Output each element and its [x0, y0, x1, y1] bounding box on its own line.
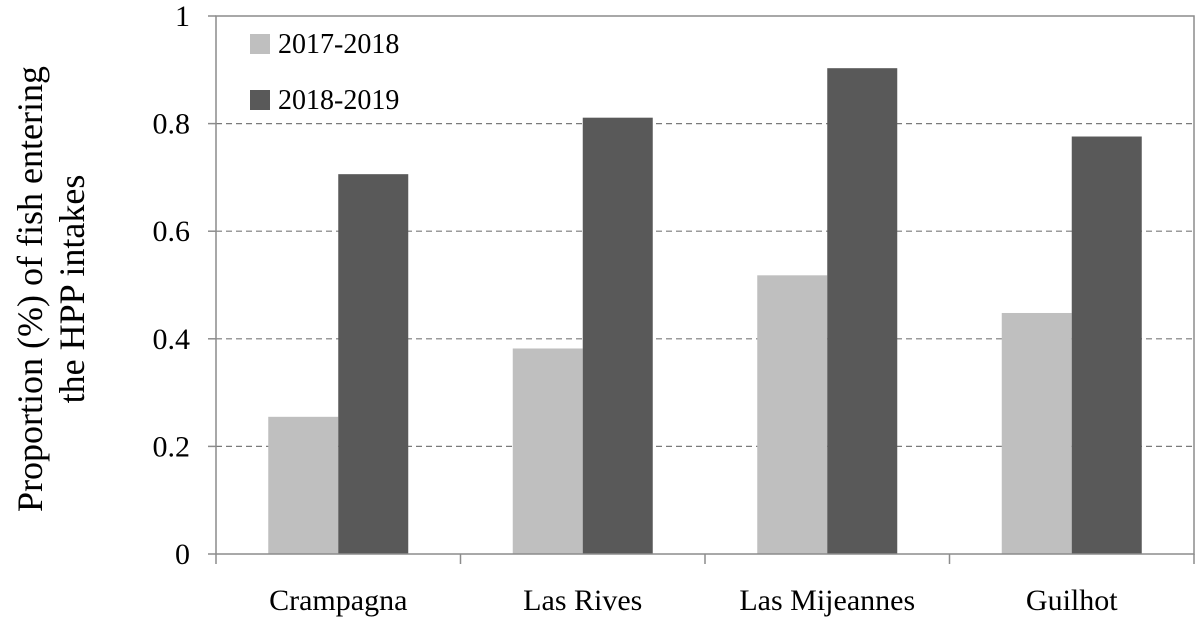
y-tick-label: 0.6 — [153, 215, 191, 248]
y-tick-label: 0.8 — [153, 108, 191, 141]
x-category-label: Las Rives — [523, 584, 642, 617]
x-category-label: Las Mijeannes — [739, 584, 915, 617]
legend-label: 2017-2018 — [278, 29, 399, 60]
bar-2018-2019-las-mijeannes — [827, 68, 898, 554]
bar-2017-2018-guilhot — [1001, 312, 1072, 554]
y-axis-title: Proportion (%) of fish entering — [10, 66, 50, 512]
bar-2018-2019-guilhot — [1071, 136, 1142, 554]
legend-label: 2018-2019 — [278, 85, 399, 116]
axes — [208, 15, 1195, 564]
y-tick-label: 0.2 — [153, 430, 191, 463]
bar-2017-2018-las-mijeannes — [757, 275, 828, 554]
x-category-label: Guilhot — [1026, 584, 1118, 617]
bar-2018-2019-las-rives — [582, 117, 653, 554]
y-tick-label: 0 — [175, 538, 190, 571]
labels: 0 0.2 0.4 0.6 0.8 1 Crampagna Las Rives Las Mije… — [10, 0, 1118, 617]
legend-swatch — [250, 34, 270, 54]
bar-2017-2018-crampagna — [268, 416, 339, 554]
bars — [268, 68, 1142, 554]
y-tick-label: 0.4 — [153, 323, 191, 356]
y-tick-label: 1 — [175, 0, 190, 33]
x-category-label: Crampagna — [269, 584, 407, 617]
bar-2018-2019-crampagna — [338, 174, 409, 554]
legend-swatch — [250, 90, 270, 110]
bar-2017-2018-las-rives — [512, 348, 583, 554]
y-axis-title: the HPP intakes — [52, 175, 92, 404]
legend: 2017-2018 2018-2019 — [250, 29, 399, 116]
